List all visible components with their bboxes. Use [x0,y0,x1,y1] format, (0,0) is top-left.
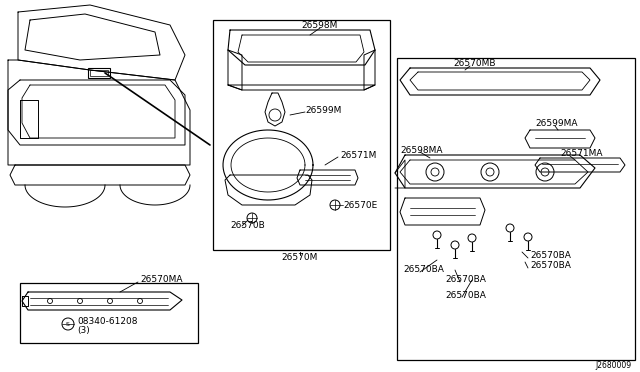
Text: 26570BA: 26570BA [530,250,571,260]
Text: 26570M: 26570M [282,253,318,263]
Bar [90,70,108,76]
Text: 26570BA: 26570BA [530,260,571,269]
Text: 26599MA: 26599MA [535,119,577,128]
Bar [213,20,390,250]
Text: 26570E: 26570E [343,201,377,209]
Text: 26570MB: 26570MB [453,58,495,67]
Text: 26598M: 26598M [302,20,338,29]
Text: 26571M: 26571M [340,151,376,160]
Text: 26598MA: 26598MA [400,145,442,154]
Text: 26599M: 26599M [305,106,341,115]
Bar [88,68,110,78]
Text: 26570BA: 26570BA [445,276,486,285]
Text: 26570MA: 26570MA [140,276,182,285]
Text: J2680009: J2680009 [596,362,632,371]
Text: 26570BA: 26570BA [445,291,486,299]
Bar [20,283,198,343]
Text: S: S [66,321,70,327]
Text: 08340-61208: 08340-61208 [77,317,138,326]
Text: 26571MA: 26571MA [560,148,602,157]
Text: 26570BA: 26570BA [403,266,444,275]
Text: 26570B: 26570B [230,221,265,230]
Text: (3): (3) [77,326,90,334]
Bar [397,58,635,360]
